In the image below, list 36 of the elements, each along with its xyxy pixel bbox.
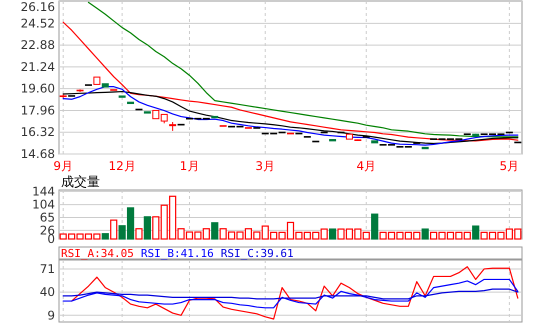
- y-tick-label: 22.88: [20, 38, 55, 52]
- x-tick-label: 9月: [53, 159, 74, 173]
- x-tick-label: 3月: [255, 159, 276, 173]
- x-tick-label: 4月: [356, 159, 376, 173]
- y-tick-label: 26.16: [20, 0, 55, 14]
- text: RSI_A:34.05: [61, 247, 134, 260]
- x-tick-label: 5月: [500, 159, 520, 173]
- bar: [371, 214, 378, 240]
- y-tick-label: 19.60: [20, 82, 55, 96]
- bar: [211, 222, 218, 240]
- y-tick-label: 24.52: [20, 16, 55, 30]
- line-series: [62, 22, 518, 142]
- x-tick-label: 1月: [180, 159, 200, 173]
- y-tick-label: 17.96: [20, 103, 55, 118]
- bar: [102, 233, 109, 240]
- y-tick-label: 104: [32, 198, 55, 212]
- bar: [472, 225, 480, 240]
- line-series: [62, 278, 518, 308]
- y-tick-label: 21.24: [20, 60, 55, 74]
- bar: [422, 228, 429, 240]
- chart-title: 成交量: [61, 174, 100, 190]
- y-tick-label: 144: [32, 184, 55, 198]
- y-tick-label: 9: [47, 308, 55, 322]
- line-series: [71, 266, 518, 320]
- y-tick-label: 14.68: [20, 147, 55, 161]
- text: RSI_C:39.61: [220, 247, 294, 260]
- y-tick-label: 16.32: [20, 125, 55, 140]
- y-tick-label: 71: [40, 262, 55, 276]
- line-series: [88, 2, 518, 138]
- y-tick-label: 40: [40, 285, 55, 300]
- y-tick-label: 65: [40, 210, 55, 224]
- line-series: [62, 288, 518, 300]
- x-tick-label: 12月: [108, 159, 136, 173]
- bar: [328, 228, 336, 240]
- text: RSI_B:41.16: [140, 247, 214, 260]
- bar: [144, 216, 151, 240]
